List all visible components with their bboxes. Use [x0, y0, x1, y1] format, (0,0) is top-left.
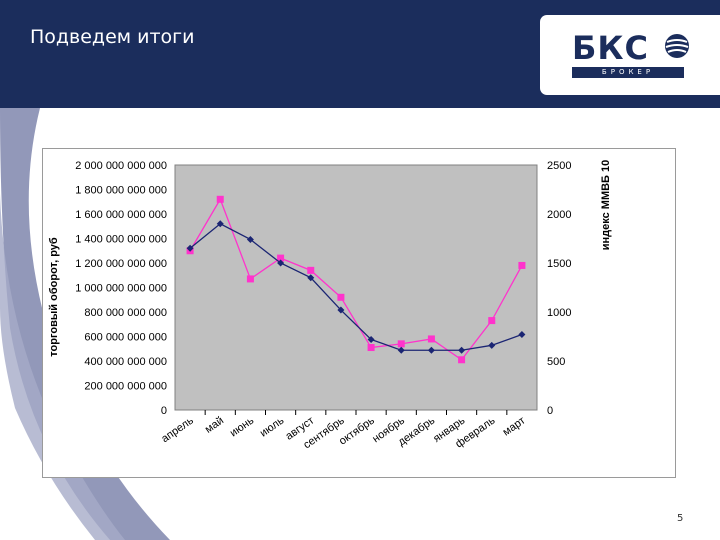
y-tick-label: 1 400 000 000 000: [75, 234, 167, 246]
y2-tick-label: 2000: [547, 209, 571, 221]
globe-icon: [665, 34, 689, 58]
y2-tick-label: 2500: [547, 160, 571, 172]
data-point: [427, 335, 435, 343]
y2-tick-label: 500: [547, 356, 565, 368]
page-number: 5: [677, 513, 684, 524]
y-tick-label: 0: [161, 405, 167, 417]
data-point: [277, 254, 285, 262]
data-point: [337, 293, 345, 301]
data-point: [367, 344, 375, 352]
data-point: [216, 195, 224, 203]
y2-tick-label: 1500: [547, 258, 571, 270]
header-bar: Подведем итоги БКС БРОКЕР: [0, 0, 720, 108]
y-tick-label: 1 800 000 000 000: [75, 185, 167, 197]
data-point: [427, 346, 435, 354]
x-tick-label: апрель: [159, 414, 196, 445]
x-tick-label: июнь: [228, 414, 257, 439]
data-point: [397, 346, 405, 354]
y-tick-label: 2 000 000 000 000: [75, 160, 167, 172]
data-point: [397, 340, 405, 348]
series-line: [189, 223, 523, 351]
logo-text: БКС: [572, 29, 650, 67]
chart: 0 200 000 000 000 400 000 000 000 600 000 0…: [48, 160, 612, 452]
y-tick-label: 400 000 000 000: [84, 356, 167, 368]
data-point: [307, 274, 315, 282]
y2-tick-label: 1000: [547, 307, 571, 319]
data-point: [518, 261, 526, 269]
y2-tick-label: 0: [547, 405, 553, 417]
data-point: [277, 259, 285, 267]
y-tick-label: 1 000 000 000 000: [75, 283, 167, 295]
chart-frame: 0 200 000 000 000 400 000 000 000 600 000 0…: [42, 148, 676, 478]
y-tick-label: 600 000 000 000: [84, 332, 167, 344]
logo: БКС БРОКЕР: [540, 15, 720, 95]
slide-title: Подведем итоги: [30, 26, 195, 48]
y-axis-label: торговый оборот, руб: [48, 237, 60, 357]
x-tick-label: май: [203, 415, 226, 436]
data-point: [367, 335, 375, 343]
x-tick-label: июль: [258, 414, 287, 439]
series-line: [189, 197, 523, 361]
data-point: [458, 346, 466, 354]
x-tick-label: март: [501, 415, 528, 439]
logo-subtitle: БРОКЕР: [572, 67, 684, 78]
data-point: [488, 341, 496, 349]
y-tick-label: 1 600 000 000 000: [75, 209, 167, 221]
data-point: [307, 266, 315, 274]
data-point: [186, 244, 194, 252]
data-point: [458, 356, 466, 364]
data-point: [337, 306, 345, 314]
data-point: [488, 317, 496, 325]
y-tick-label: 200 000 000 000: [84, 381, 167, 393]
data-point: [246, 235, 254, 243]
data-point: [216, 220, 224, 228]
data-point: [518, 331, 526, 339]
data-point: [246, 275, 254, 283]
y-tick-label: 800 000 000 000: [84, 307, 167, 319]
y-tick-label: 1 200 000 000 000: [75, 258, 167, 270]
plot-area: [174, 164, 538, 411]
y2-axis-label: индекс ММВБ 10: [600, 160, 612, 251]
